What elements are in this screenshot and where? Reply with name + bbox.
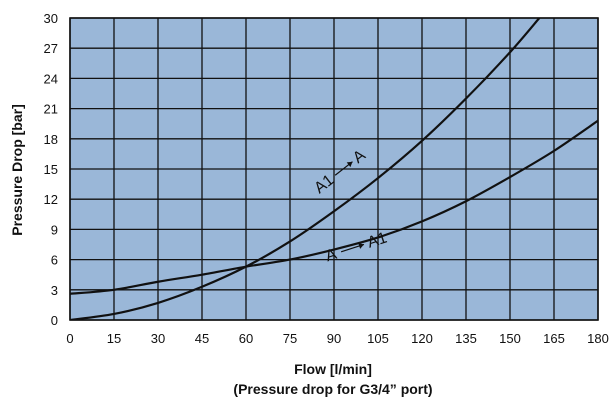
x-tick-label: 90 bbox=[327, 331, 341, 346]
x-tick-label: 120 bbox=[411, 331, 433, 346]
y-tick-label: 0 bbox=[51, 313, 58, 328]
y-tick-label: 30 bbox=[44, 11, 58, 26]
series-line-a1-to-a bbox=[70, 18, 541, 320]
annotation-label-to: A1 bbox=[365, 229, 389, 251]
y-tick-label: 3 bbox=[51, 283, 58, 298]
y-tick-label: 9 bbox=[51, 222, 58, 237]
arrow-head-icon bbox=[346, 161, 353, 168]
plot-border bbox=[69, 17, 599, 321]
x-axis-title: Flow [l/min] bbox=[294, 361, 372, 377]
y-tick-label: 24 bbox=[44, 71, 58, 86]
x-tick-label: 165 bbox=[543, 331, 565, 346]
x-tick-label: 180 bbox=[587, 331, 609, 346]
y-tick-label: 27 bbox=[44, 41, 58, 56]
x-tick-label: 15 bbox=[107, 331, 121, 346]
series-line-a-to-a1 bbox=[70, 119, 598, 295]
chart-subtitle: (Pressure drop for G3/4” port) bbox=[233, 381, 432, 397]
x-tick-label: 75 bbox=[283, 331, 297, 346]
arrow-head-icon bbox=[358, 243, 364, 249]
y-tick-label: 21 bbox=[44, 102, 58, 117]
y-tick-label: 18 bbox=[44, 132, 58, 147]
x-tick-label: 105 bbox=[367, 331, 389, 346]
y-tick-label: 6 bbox=[51, 253, 58, 268]
y-axis-title: Pressure Drop [bar] bbox=[9, 104, 25, 235]
y-tick-label: 12 bbox=[44, 192, 58, 207]
x-tick-label: 30 bbox=[151, 331, 165, 346]
y-tick-label: 15 bbox=[44, 162, 58, 177]
x-tick-label: 0 bbox=[66, 331, 73, 346]
x-tick-label: 60 bbox=[239, 331, 253, 346]
x-tick-label: 150 bbox=[499, 331, 521, 346]
x-tick-label: 135 bbox=[455, 331, 477, 346]
x-tick-label: 45 bbox=[195, 331, 209, 346]
